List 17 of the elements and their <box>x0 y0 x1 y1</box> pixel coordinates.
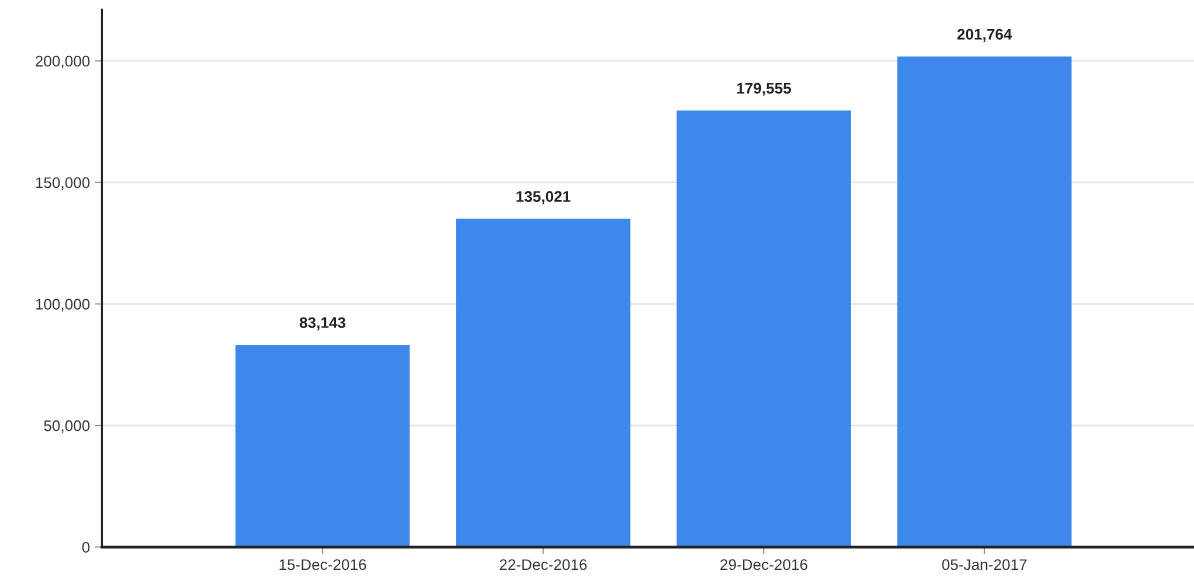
bar <box>456 218 631 548</box>
y-tick-label: 150,000 <box>36 177 90 190</box>
data-label: 83,143 <box>299 317 346 331</box>
data-label: 179,555 <box>737 82 791 96</box>
data-label: 135,021 <box>516 191 571 205</box>
data-label: 201,764 <box>957 28 1012 42</box>
bar <box>676 110 851 548</box>
bar <box>897 56 1072 548</box>
x-tick-label: 22-Dec-2016 <box>499 559 587 571</box>
bar <box>235 344 410 548</box>
x-tick-label: 05-Jan-2017 <box>942 559 1027 571</box>
x-tick-label: 29-Dec-2016 <box>720 559 808 571</box>
y-tick-label: 0 <box>82 541 90 553</box>
x-tick-label: 15-Dec-2016 <box>279 559 367 571</box>
y-tick-label: 200,000 <box>35 55 90 69</box>
y-tick-label: 100,000 <box>36 298 90 312</box>
y-tick-label: 50,000 <box>44 420 90 433</box>
